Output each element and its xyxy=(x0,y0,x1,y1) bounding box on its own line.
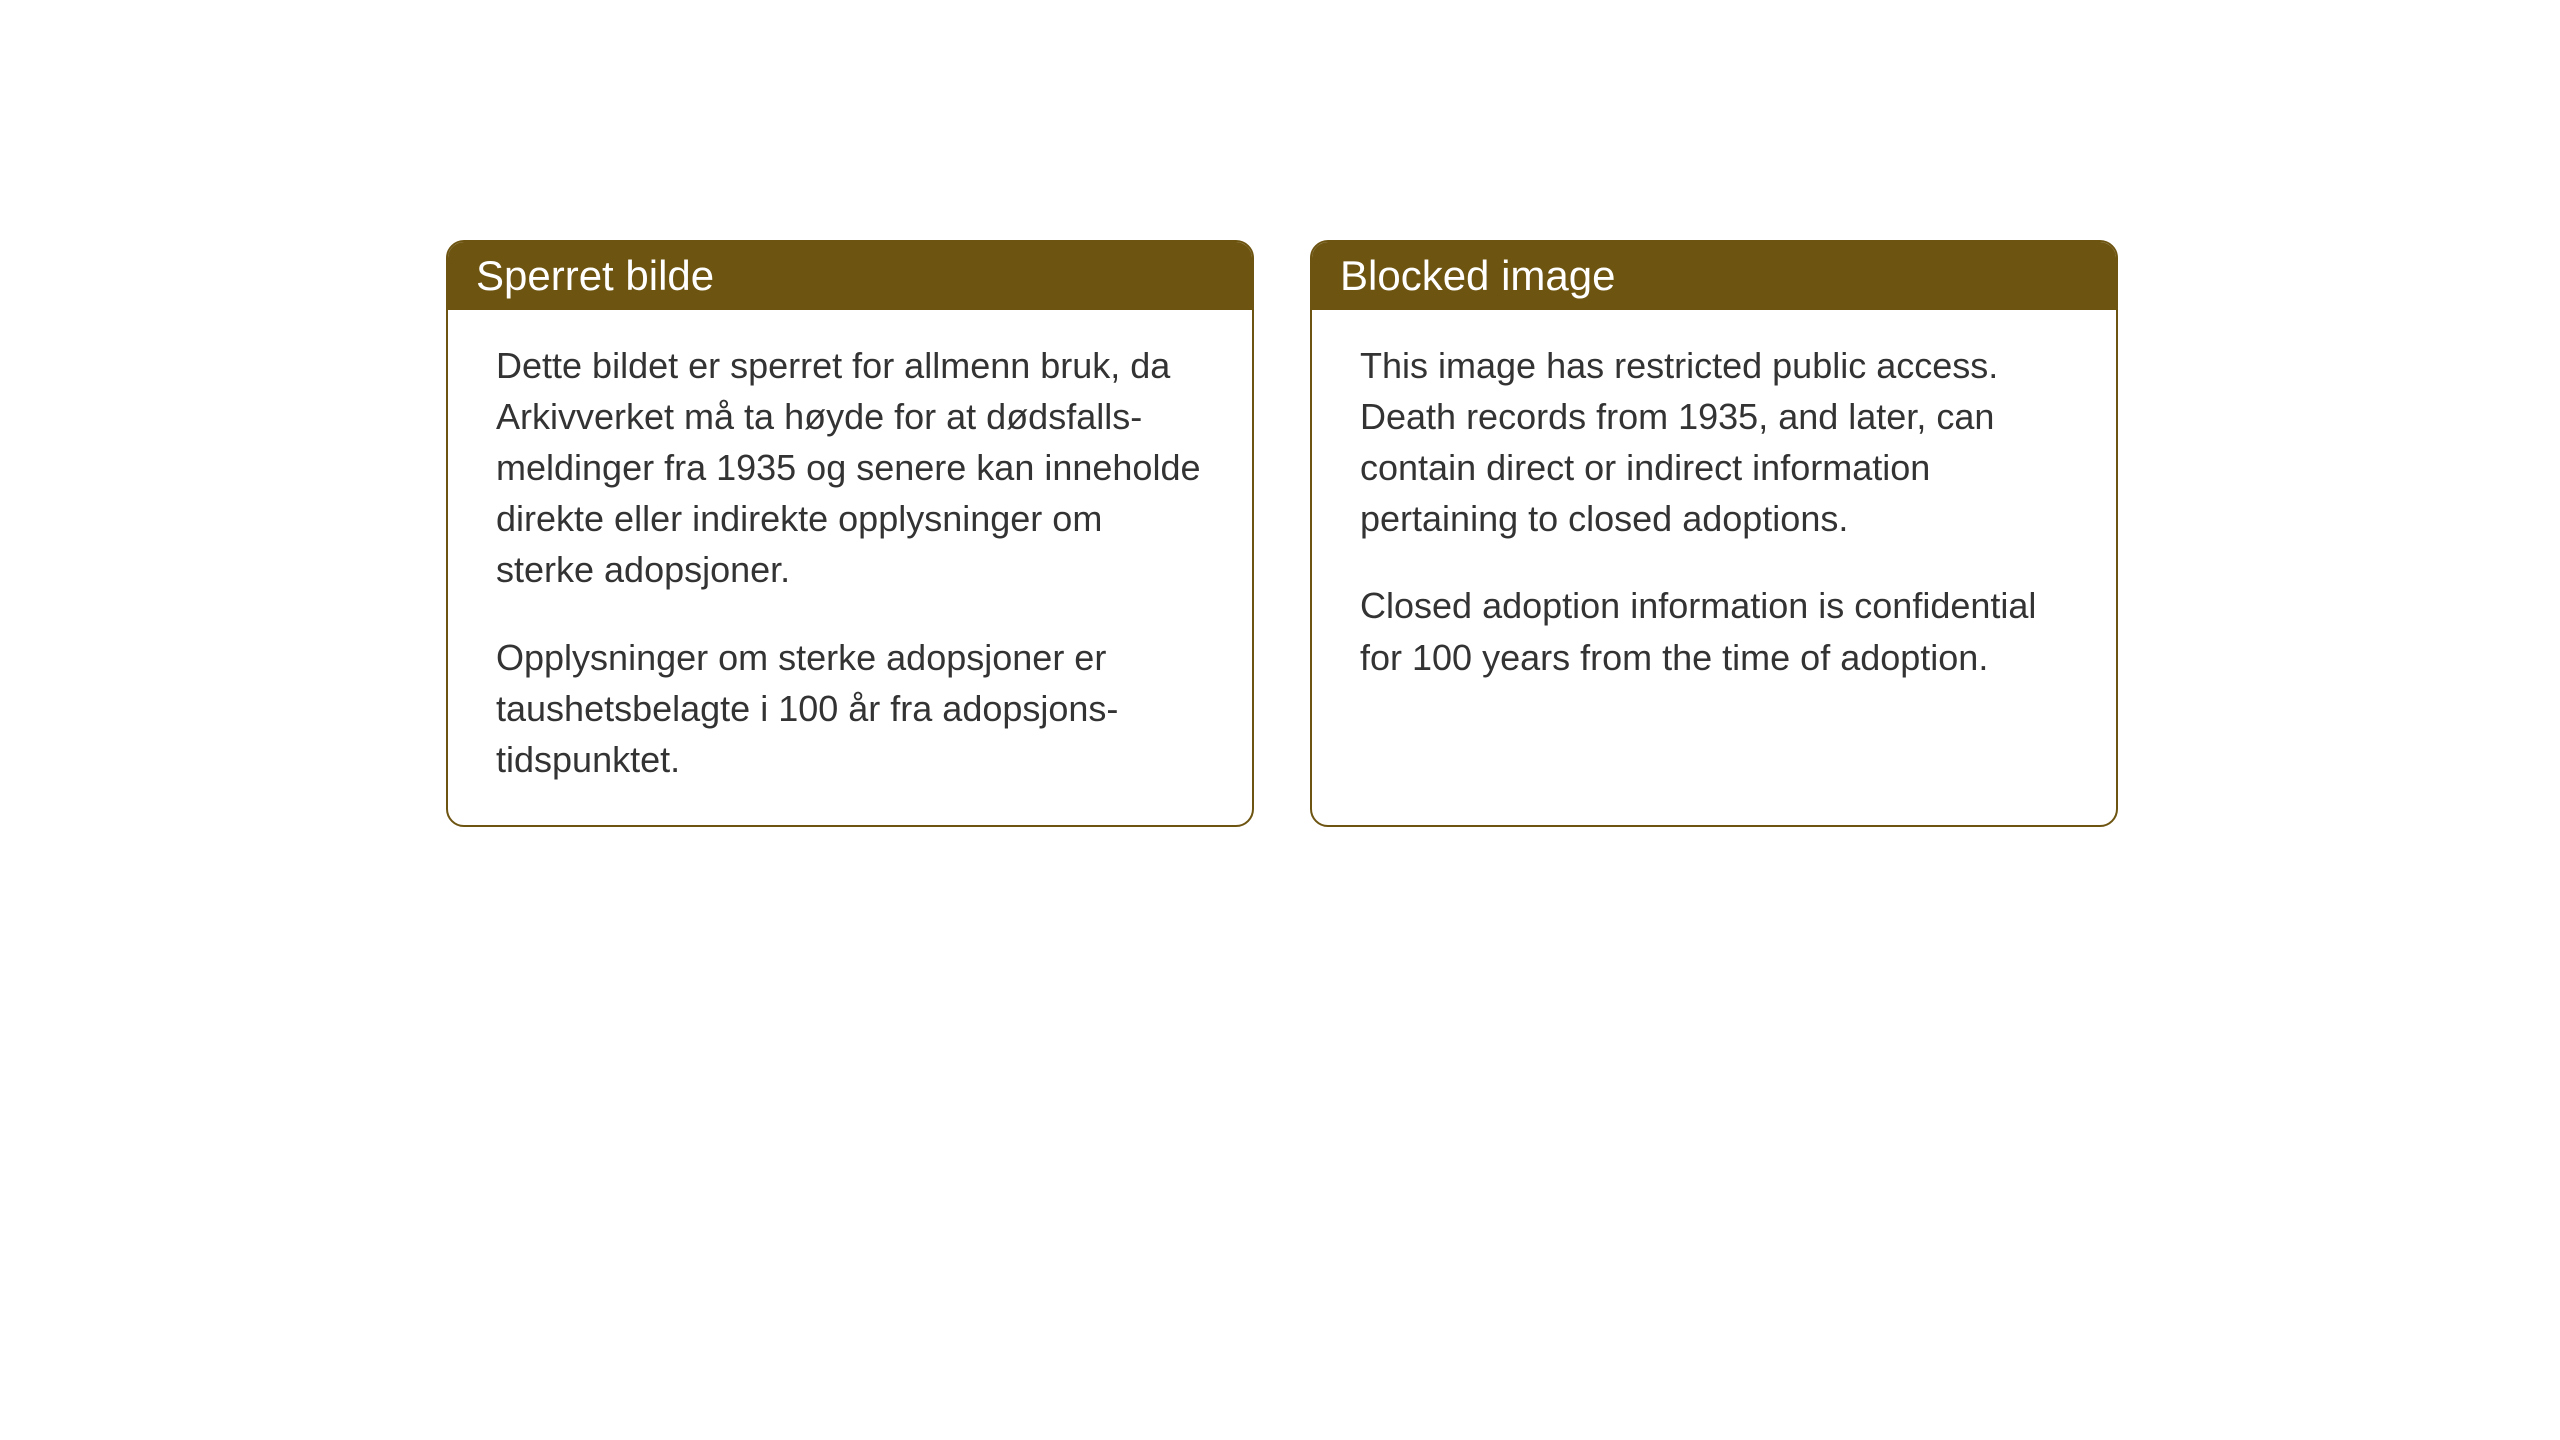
card-body-english: This image has restricted public access.… xyxy=(1312,310,2116,723)
card-body-norwegian: Dette bildet er sperret for allmenn bruk… xyxy=(448,310,1252,825)
cards-container: Sperret bilde Dette bildet er sperret fo… xyxy=(446,240,2118,827)
card-paragraph-english-2: Closed adoption information is confident… xyxy=(1360,580,2068,682)
card-header-english: Blocked image xyxy=(1312,242,2116,310)
card-norwegian: Sperret bilde Dette bildet er sperret fo… xyxy=(446,240,1254,827)
card-header-norwegian: Sperret bilde xyxy=(448,242,1252,310)
card-english: Blocked image This image has restricted … xyxy=(1310,240,2118,827)
card-title-norwegian: Sperret bilde xyxy=(476,252,714,299)
card-paragraph-norwegian-1: Dette bildet er sperret for allmenn bruk… xyxy=(496,340,1204,596)
card-paragraph-english-1: This image has restricted public access.… xyxy=(1360,340,2068,544)
card-title-english: Blocked image xyxy=(1340,252,1615,299)
card-paragraph-norwegian-2: Opplysninger om sterke adopsjoner er tau… xyxy=(496,632,1204,785)
